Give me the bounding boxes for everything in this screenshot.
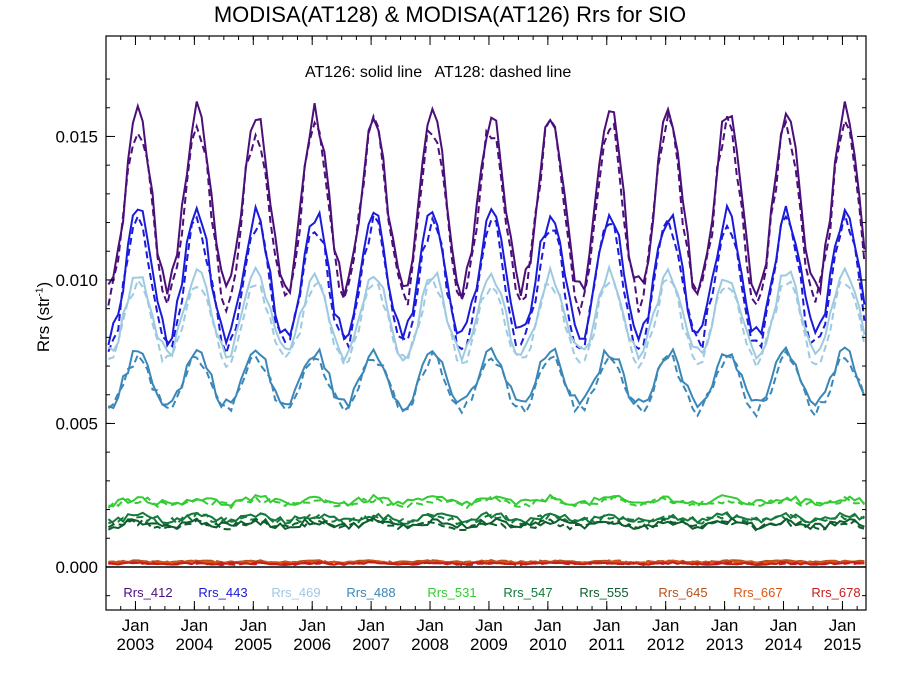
legend-item-Rrs_443: Rrs_443 xyxy=(198,585,247,600)
x-tick-month-label: Jan xyxy=(357,616,384,635)
y-axis-label-close: ) xyxy=(34,281,53,288)
legend-item-Rrs_488: Rrs_488 xyxy=(346,585,395,600)
x-tick-month-label: Jan xyxy=(652,616,679,635)
x-tick-year-label: 2009 xyxy=(470,635,508,654)
x-tick-month-label: Jan xyxy=(240,616,267,635)
x-tick-month-label: Jan xyxy=(122,616,149,635)
x-tick-month-label: Jan xyxy=(829,616,856,635)
legend-item-Rrs_469: Rrs_469 xyxy=(271,585,320,600)
x-tick-year-label: 2015 xyxy=(824,635,862,654)
chart-title: MODISA(AT128) & MODISA(AT126) Rrs for SI… xyxy=(213,2,687,27)
x-tick-year-label: 2004 xyxy=(175,635,213,654)
legend-item-Rrs_555: Rrs_555 xyxy=(579,585,628,600)
x-tick-year-label: 2003 xyxy=(117,635,155,654)
x-tick-year-label: 2010 xyxy=(529,635,567,654)
series-Rrs_469-solid xyxy=(107,264,866,364)
series-Rrs_531-solid xyxy=(108,493,866,508)
x-tick-year-label: 2013 xyxy=(706,635,744,654)
y-axis-label: Rrs (str-1) xyxy=(34,257,54,377)
y-tick-label: 0.005 xyxy=(55,414,98,433)
series-Rrs_443-dashed xyxy=(107,212,866,357)
legend-item-Rrs_412: Rrs_412 xyxy=(123,585,172,600)
y-axis-label-text: Rrs (str xyxy=(34,296,53,353)
legend-item-Rrs_547: Rrs_547 xyxy=(503,585,552,600)
x-tick-year-label: 2008 xyxy=(411,635,449,654)
x-tick-month-label: Jan xyxy=(593,616,620,635)
legend-item-Rrs_678: Rrs_678 xyxy=(811,585,860,600)
x-tick-month-label: Jan xyxy=(416,616,443,635)
x-tick-year-label: 2005 xyxy=(234,635,272,654)
legend-item-Rrs_667: Rrs_667 xyxy=(733,585,782,600)
series-Rrs_678-dashed xyxy=(108,560,865,567)
series-Rrs_469-dashed xyxy=(108,276,866,370)
legend-item-Rrs_531: Rrs_531 xyxy=(427,585,476,600)
x-tick-month-label: Jan xyxy=(711,616,738,635)
x-tick-month-label: Jan xyxy=(298,616,325,635)
x-tick-year-label: 2007 xyxy=(352,635,390,654)
series-Rrs_547-dashed xyxy=(107,511,865,526)
series-Rrs_412-solid xyxy=(107,101,866,299)
x-tick-month-label: Jan xyxy=(475,616,502,635)
y-axis-label-exponent: -1 xyxy=(34,287,46,297)
x-tick-month-label: Jan xyxy=(770,616,797,635)
legend-item-Rrs_645: Rrs_645 xyxy=(658,585,707,600)
x-tick-year-label: 2006 xyxy=(293,635,331,654)
x-tick-month-label: Jan xyxy=(534,616,561,635)
series-Rrs_555-dashed xyxy=(107,517,865,533)
series-Rrs_488-dashed xyxy=(107,349,866,419)
series-Rrs_531-dashed xyxy=(107,495,865,510)
y-tick-label: 0.015 xyxy=(55,127,98,146)
y-tick-label: 0.000 xyxy=(55,558,98,577)
line-style-annotation: AT126: solid line AT128: dashed line xyxy=(305,64,572,81)
series-Rrs_412-dashed xyxy=(107,111,866,317)
y-tick-label: 0.010 xyxy=(55,271,98,290)
x-tick-year-label: 2014 xyxy=(765,635,803,654)
x-tick-month-label: Jan xyxy=(181,616,208,635)
plot-frame xyxy=(105,35,867,611)
x-tick-year-label: 2011 xyxy=(588,635,625,654)
x-tick-year-label: 2012 xyxy=(647,635,685,654)
